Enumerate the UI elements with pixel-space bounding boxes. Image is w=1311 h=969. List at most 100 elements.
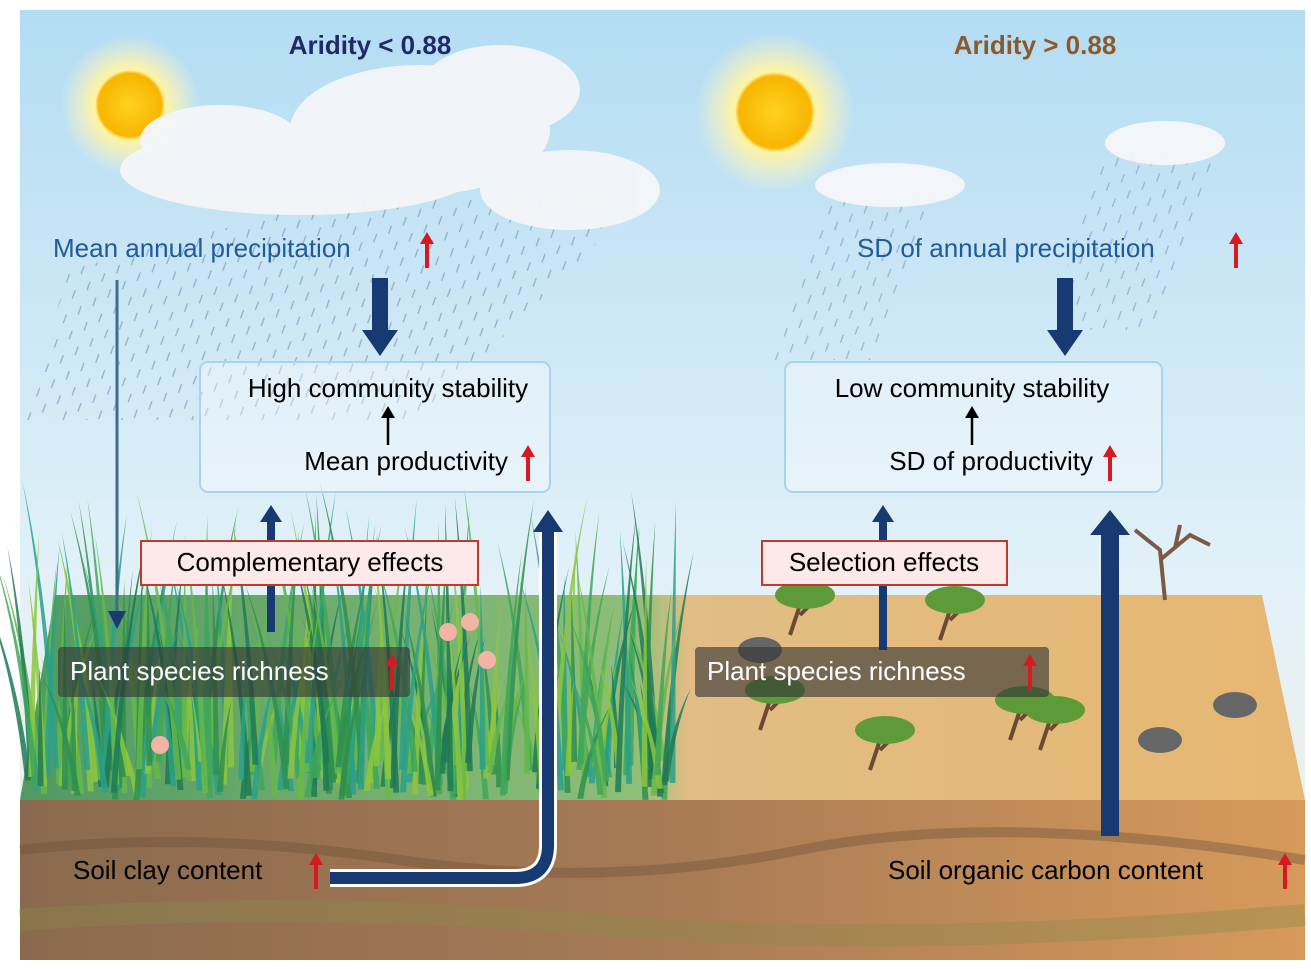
grass-blade — [217, 700, 232, 792]
grass-blade — [486, 671, 518, 774]
flower — [478, 651, 496, 669]
productivity-label: SD of productivity — [889, 446, 1093, 476]
grass-blade — [287, 615, 314, 779]
grass-blade — [503, 499, 534, 781]
grass-blade — [404, 525, 443, 785]
grass-blade — [147, 624, 181, 762]
arrow — [330, 530, 554, 884]
grass-blade — [91, 664, 133, 777]
grass-blade — [270, 522, 305, 764]
dead-tree — [1133, 524, 1211, 601]
soil-layer — [19, 827, 1306, 878]
flower — [151, 736, 169, 754]
grass-blade — [622, 541, 664, 797]
grass-blade — [40, 658, 82, 765]
shrub — [855, 716, 915, 744]
grass-blade — [434, 545, 448, 791]
grass-blade — [57, 540, 99, 782]
rain — [770, 190, 940, 360]
grass-blade — [550, 496, 588, 771]
richness-label: Plant species richness — [70, 656, 329, 686]
arrow — [533, 510, 563, 532]
grass-blade — [22, 480, 60, 769]
grass-blade — [299, 553, 338, 779]
effect-label: Complementary effects — [177, 547, 444, 577]
soil-label: Soil organic carbon content — [888, 855, 1204, 885]
grass-blade — [654, 589, 672, 776]
flower — [439, 623, 457, 641]
grass-blade — [404, 699, 434, 795]
rock — [1213, 692, 1257, 718]
stability-label: Low community stability — [835, 373, 1110, 403]
productivity-label: Mean productivity — [304, 446, 508, 476]
grass-blade — [66, 639, 109, 793]
flower — [461, 613, 479, 631]
grass-blade — [78, 501, 110, 783]
grass-blade — [619, 678, 665, 793]
shrub — [775, 581, 835, 609]
grass-blade — [37, 667, 44, 787]
grass-blade — [133, 541, 174, 800]
stability-label: High community stability — [248, 373, 528, 403]
grass-blade — [662, 687, 692, 782]
precipitation-label: Mean annual precipitation — [53, 233, 351, 263]
grass-blade — [0, 575, 39, 787]
clouds — [120, 45, 1225, 230]
grass-blade — [446, 613, 464, 800]
grass-blade — [238, 673, 247, 780]
grass-blade — [573, 683, 604, 795]
richness-box — [695, 647, 1049, 697]
arrow — [965, 406, 979, 418]
arrow — [1047, 278, 1083, 356]
grass-blade — [403, 610, 436, 790]
richness-box — [58, 647, 410, 697]
precipitation-label: SD of annual precipitation — [857, 233, 1155, 263]
grass-blade — [61, 531, 91, 771]
soil-label: Soil clay content — [73, 855, 263, 885]
grass-blade — [595, 651, 622, 770]
grass-blade — [146, 658, 192, 770]
rock — [1138, 727, 1182, 753]
arrow — [1090, 510, 1130, 836]
grass-blade — [335, 562, 371, 768]
grass-blade — [329, 526, 357, 795]
grass-blade — [110, 545, 146, 793]
grass-blade — [253, 680, 288, 786]
stability-box — [199, 361, 551, 493]
grass-blade — [565, 680, 574, 776]
grass-blade — [83, 561, 121, 790]
shrub — [925, 586, 985, 614]
grass-blade — [289, 541, 330, 763]
grass-blade — [28, 532, 40, 777]
grass-blade — [167, 551, 203, 791]
rain — [1050, 150, 1220, 330]
grass-blade — [641, 556, 648, 787]
soil-layer — [19, 900, 1306, 947]
grass-blade — [661, 551, 694, 786]
grass-blade — [189, 672, 196, 782]
grass-blade — [669, 502, 677, 783]
grass-blade — [399, 560, 435, 793]
grass-blade — [479, 584, 486, 770]
grass-blade — [499, 550, 523, 796]
grass-blade — [289, 507, 328, 778]
grass-blade — [577, 702, 613, 799]
grass-blade — [629, 677, 664, 789]
grass-blade — [304, 686, 339, 798]
richness-label: Plant species richness — [707, 656, 966, 686]
grass-blade — [524, 583, 531, 774]
grass-blade — [345, 508, 381, 767]
shrub — [1025, 696, 1085, 724]
grass-blade — [114, 581, 142, 761]
grass-blade — [540, 518, 570, 761]
grass-blade — [44, 546, 60, 778]
grass-blade — [309, 580, 341, 774]
grass-blade — [251, 657, 281, 800]
grass-blade — [363, 680, 394, 792]
grass-blade — [495, 691, 503, 788]
grass-blade — [70, 510, 114, 771]
arrow — [381, 406, 395, 418]
grass-blade — [399, 498, 417, 770]
grass-blade — [424, 600, 455, 783]
